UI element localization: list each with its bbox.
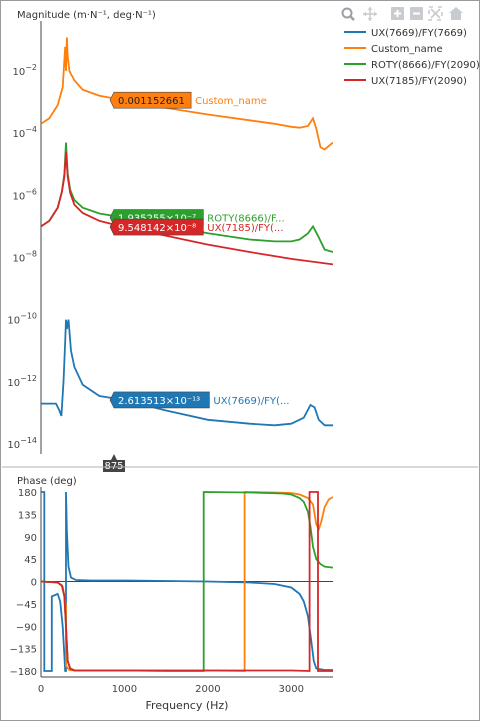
- pan-icon[interactable]: [363, 7, 377, 21]
- hover-label-box: [109, 391, 210, 409]
- hover-label-value: 9.548142×10⁻⁸: [118, 223, 196, 234]
- phase-x-tick-2000: 2000: [195, 684, 220, 695]
- magnitude-line-ux-7185-fy-2090[interactable]: [41, 151, 333, 266]
- hover-label-name: UX(7185)/FY(...: [207, 223, 283, 234]
- phase-y-tick-135: 135: [18, 510, 37, 521]
- phase-y-tick-135: −135: [10, 645, 37, 656]
- legend[interactable]: UX(7669)/FY(7669) Custom_name ROTY(8666)/F…: [344, 28, 479, 87]
- magnitude-line-ux-7669-fy-7669[interactable]: [41, 319, 333, 427]
- magnitude-y-tick-4: 10−4: [12, 125, 37, 140]
- phase-y-tick-90: −90: [16, 622, 37, 633]
- magnitude-title: Magnitude (m·N⁻¹, deg·N⁻¹): [17, 10, 156, 21]
- autoscale-icon[interactable]: [428, 6, 443, 21]
- magnitude-y-tick-14: 10−14: [7, 436, 37, 451]
- phase-title: Phase (deg): [17, 476, 77, 487]
- phase-x-tick-0: 0: [38, 684, 44, 695]
- hover-label-ux-7669-fy-7669: 2.613513×10⁻¹³ UX(7669)/FY(...: [109, 391, 289, 409]
- magnitude-y-tick-12: 10−12: [7, 374, 37, 389]
- reset-axes-icon[interactable]: [449, 7, 463, 20]
- zoom-out-icon[interactable]: [410, 7, 423, 20]
- phase-y-tick-180: −180: [10, 667, 37, 678]
- magnitude-panel[interactable]: Magnitude (m·N⁻¹, deg·N⁻¹) 10−210−410−61…: [7, 10, 333, 454]
- magnitude-line-roty-8666-fy-2090[interactable]: [41, 142, 333, 253]
- phase-y-ticks: 180 135 90 45 0 −45 −90 −135 −180: [10, 488, 37, 678]
- hover-label-value: 0.001152661: [118, 96, 185, 107]
- phase-x-ticks: 0 1000 2000 3000: [38, 684, 304, 695]
- phase-y-tick-45: 45: [24, 555, 37, 566]
- magnitude-y-ticks: 10−2 10−4 10−6 10−8 10−10 10−12 10−14: [7, 63, 37, 451]
- phase-y-tick-0: 0: [31, 578, 37, 589]
- legend-item-custom-name[interactable]: Custom_name: [344, 44, 443, 55]
- legend-item-ux-7669-fy-7669[interactable]: UX(7669)/FY(7669): [344, 28, 467, 39]
- legend-label: UX(7185)/FY(2090): [371, 76, 467, 87]
- hover-label-box: [109, 91, 192, 109]
- phase-y-tick-45: −45: [16, 600, 37, 611]
- phase-y-tick-90: 90: [24, 533, 37, 544]
- hover-label-ux-7185-fy-2090: 9.548142×10⁻⁸ UX(7185)/FY(...: [109, 218, 283, 236]
- phase-y-tick-180: 180: [18, 488, 37, 499]
- legend-label: Custom_name: [371, 44, 443, 55]
- phase-series[interactable]: [41, 491, 333, 672]
- legend-item-ux-7185-fy-2090[interactable]: UX(7185)/FY(2090): [344, 76, 467, 87]
- legend-label: ROTY(8666)/FY(2090): [371, 60, 479, 71]
- phase-x-tick-1000: 1000: [112, 684, 137, 695]
- modebar[interactable]: [341, 6, 464, 21]
- hover-label-name: UX(7669)/FY(...: [213, 396, 289, 407]
- magnitude-y-tick-2: 10−2: [12, 63, 37, 78]
- zoom-icon[interactable]: [341, 7, 355, 21]
- phase-x-tick-3000: 3000: [279, 684, 304, 695]
- magnitude-y-tick-6: 10−6: [12, 187, 37, 202]
- hover-label-name: Custom_name: [195, 96, 267, 107]
- x-hover-label: 875: [103, 454, 125, 472]
- zoom-in-icon[interactable]: [391, 7, 404, 20]
- hover-label-box: [109, 218, 204, 236]
- phase-x-axis-title: Frequency (Hz): [146, 699, 229, 712]
- hover-label-value: 2.613513×10⁻¹³: [118, 396, 200, 407]
- phase-line-ux-7669-fy-7669[interactable]: [41, 491, 333, 672]
- legend-item-roty-8666-fy-2090[interactable]: ROTY(8666)/FY(2090): [344, 60, 479, 71]
- magnitude-hover-labels: 0.001152661Custom_name1.935255×10⁻⁷ROTY(…: [109, 91, 289, 409]
- hover-label-name: ROTY(8666)/F...: [207, 214, 284, 225]
- phase-line-ux-7185-fy-2090[interactable]: [41, 491, 333, 672]
- hover-label-custom-name: 0.001152661 Custom_name: [109, 91, 267, 109]
- magnitude-y-tick-10: 10−10: [7, 312, 37, 327]
- legend-label: UX(7669)/FY(7669): [371, 28, 467, 39]
- magnitude-y-tick-8: 10−8: [12, 250, 37, 265]
